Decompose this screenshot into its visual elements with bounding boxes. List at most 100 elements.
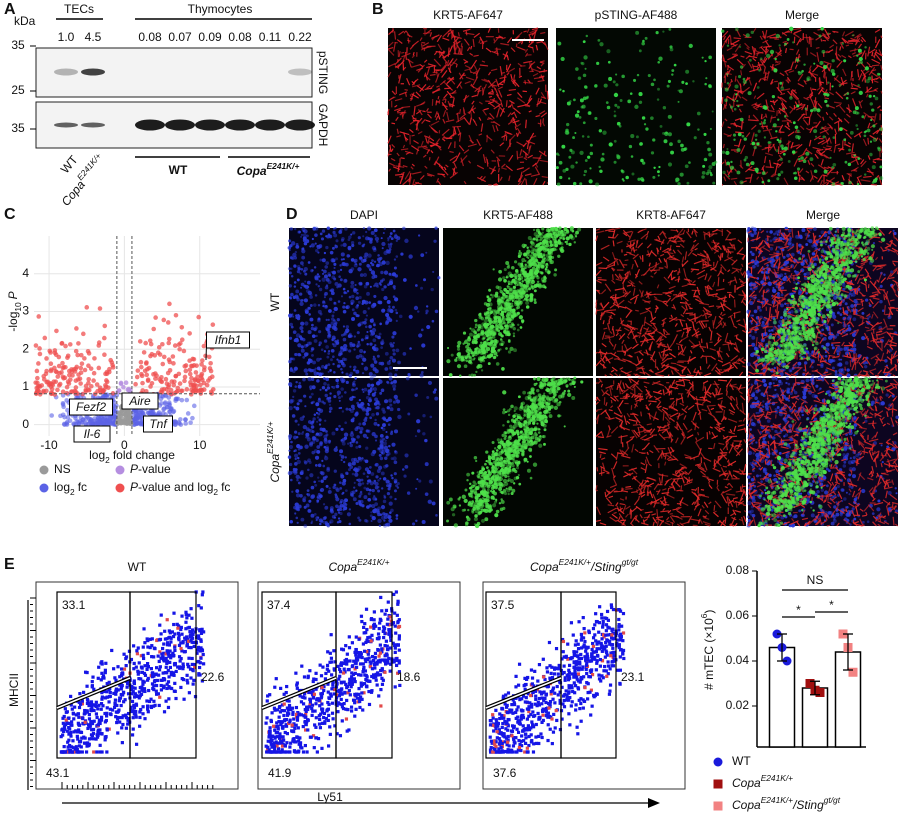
texture-stroke xyxy=(811,88,817,91)
texture-stroke xyxy=(389,144,392,153)
texture-dot xyxy=(414,284,418,287)
texture-dot xyxy=(362,310,367,315)
texture-dot xyxy=(635,135,639,139)
volcano-point xyxy=(195,378,201,384)
texture-dot xyxy=(364,337,367,340)
texture-dot xyxy=(462,331,467,335)
texture-dot xyxy=(373,260,377,263)
texture-dot xyxy=(357,236,361,240)
texture-dot xyxy=(432,270,435,274)
texture-dot xyxy=(600,157,605,162)
texture-dot xyxy=(544,263,548,267)
volcano-point xyxy=(84,305,90,310)
volcano-point xyxy=(76,372,81,377)
volcano-point xyxy=(76,341,81,346)
texture-dot xyxy=(353,335,356,338)
texture-dot xyxy=(714,160,718,164)
micrograph-texture xyxy=(555,27,718,187)
texture-dot xyxy=(350,241,355,245)
texture-dot xyxy=(342,287,346,291)
texture-dot xyxy=(380,270,384,275)
texture-dot xyxy=(392,352,396,356)
texture-stroke xyxy=(499,176,503,181)
texture-stroke xyxy=(528,41,535,47)
texture-dot xyxy=(697,128,700,131)
texture-dot xyxy=(380,340,385,345)
texture-dot xyxy=(334,227,337,230)
volcano-point xyxy=(178,422,184,427)
volcano-point xyxy=(104,369,110,375)
texture-stroke xyxy=(491,165,496,173)
texture-dot xyxy=(353,348,356,351)
texture-stroke xyxy=(833,75,839,81)
texture-stroke xyxy=(441,70,448,78)
texture-dot xyxy=(487,306,492,312)
texture-stroke xyxy=(453,42,456,50)
texture-stroke xyxy=(473,64,478,71)
texture-dot xyxy=(384,321,389,326)
texture-dot xyxy=(629,92,633,95)
texture-stroke xyxy=(442,37,450,41)
texture-stroke xyxy=(413,139,419,144)
texture-stroke xyxy=(469,52,474,56)
ratio-label: 0.08 xyxy=(138,30,162,44)
texture-stroke xyxy=(450,58,458,67)
texture-dot xyxy=(524,278,527,282)
texture-stroke xyxy=(477,176,487,183)
texture-stroke xyxy=(408,176,412,186)
texture-dot xyxy=(486,354,491,359)
texture-dot xyxy=(325,235,328,238)
texture-dot xyxy=(616,155,621,160)
texture-dot xyxy=(356,304,359,307)
texture-dot xyxy=(638,100,643,104)
texture-dot xyxy=(346,290,350,293)
texture-stroke xyxy=(394,104,398,108)
texture-dot xyxy=(420,328,424,332)
texture-dot xyxy=(343,278,348,283)
texture-dot xyxy=(772,123,777,128)
panel-letter: E xyxy=(4,556,15,573)
texture-dot xyxy=(365,314,369,317)
texture-stroke xyxy=(446,32,450,38)
texture-stroke xyxy=(510,111,516,116)
band xyxy=(165,119,195,131)
texture-stroke xyxy=(510,47,516,53)
marker-label: 35 xyxy=(11,121,25,135)
texture-stroke xyxy=(501,36,506,40)
texture-dot xyxy=(336,285,339,289)
texture-dot xyxy=(737,105,740,108)
texture-dot xyxy=(708,55,712,60)
texture-dot xyxy=(565,122,570,127)
texture-dot xyxy=(701,56,704,59)
texture-stroke xyxy=(458,109,462,115)
texture-dot xyxy=(570,150,575,155)
texture-dot xyxy=(786,38,790,41)
texture-dot xyxy=(517,251,523,256)
texture-dot xyxy=(351,294,355,299)
texture-dot xyxy=(627,99,632,104)
texture-stroke xyxy=(390,157,396,162)
texture-stroke xyxy=(497,105,506,113)
texture-dot xyxy=(784,42,787,46)
texture-stroke xyxy=(397,59,405,68)
texture-dot xyxy=(389,273,393,277)
texture-dot xyxy=(362,272,368,278)
texture-stroke xyxy=(835,46,838,56)
texture-stroke xyxy=(506,142,512,152)
volcano-point xyxy=(58,413,63,419)
texture-dot xyxy=(598,165,601,169)
texture-dot xyxy=(583,85,588,89)
texture-dot xyxy=(763,119,767,122)
texture-dot xyxy=(490,318,493,321)
texture-stroke xyxy=(611,274,614,281)
texture-dot xyxy=(332,246,335,250)
texture-stroke xyxy=(635,309,639,312)
texture-stroke xyxy=(422,42,430,47)
texture-dot xyxy=(616,121,621,126)
texture-stroke xyxy=(448,64,452,73)
volcano-point xyxy=(182,374,188,380)
marker-label: 25 xyxy=(11,83,25,97)
texture-dot xyxy=(395,255,399,258)
texture-dot xyxy=(589,151,594,156)
texture-stroke xyxy=(445,164,449,168)
